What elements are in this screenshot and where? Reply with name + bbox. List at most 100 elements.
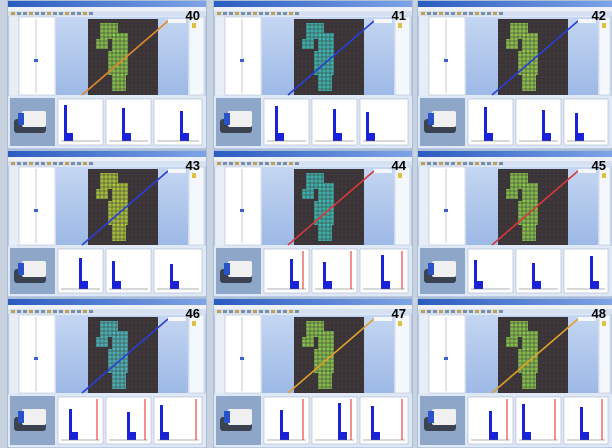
histogram-panel: [516, 99, 561, 145]
toolbar-icon: [89, 12, 93, 15]
histogram-peak: [484, 107, 487, 141]
toolbar-icon: [53, 310, 57, 313]
histogram-peak: [127, 412, 130, 440]
menu-bar: [214, 7, 412, 11]
panel-number: 41: [392, 8, 406, 23]
tree-panel: [225, 17, 261, 95]
toolbar-icon: [421, 162, 425, 165]
toolbar-icon: [89, 162, 93, 165]
title-bar: [214, 151, 412, 157]
menu-bar: [214, 157, 412, 161]
tree-node: [444, 59, 448, 62]
histogram-peak: [532, 263, 535, 289]
histogram-tail: [578, 133, 584, 141]
title-bar: [214, 299, 412, 305]
viewport-tag: [374, 169, 392, 173]
toolbar-icon: [493, 310, 497, 313]
region-grid: [522, 33, 538, 53]
toolbar-icon: [247, 310, 251, 313]
region-grid: [112, 33, 128, 53]
toolbar-icon: [35, 310, 39, 313]
region-grid: [318, 331, 334, 351]
region-grid: [318, 73, 332, 91]
screenshot-panel: 45: [418, 151, 612, 297]
histogram-peak: [280, 410, 283, 440]
render-3d-slice: [224, 113, 230, 125]
toolbar-icon: [217, 310, 221, 313]
region-grid: [318, 223, 332, 241]
toolbar-icon: [439, 310, 443, 313]
toolbar-icon: [295, 12, 299, 15]
toolbar-icon: [253, 162, 257, 165]
render-3d-slice: [428, 263, 434, 275]
screenshot-panel: 41: [214, 1, 412, 149]
toolbar-icon: [445, 12, 449, 15]
tree-node: [34, 59, 38, 62]
toolbar-icon: [41, 162, 45, 165]
toolbar-icon: [253, 12, 257, 15]
screenshot-panel: 48: [418, 299, 612, 448]
title-bar: [8, 1, 206, 7]
toolbar-icon: [229, 310, 233, 313]
toolbar-icon: [59, 12, 63, 15]
toolbar-icon: [17, 162, 21, 165]
toolbar-icon: [445, 310, 449, 313]
toolbar-icon: [271, 12, 275, 15]
toolbar-icon: [271, 162, 275, 165]
color-swatch: [398, 321, 402, 326]
toolbar-icon: [451, 162, 455, 165]
region-grid: [96, 39, 108, 49]
toolbar-icon: [451, 12, 455, 15]
left-sidebar: [420, 17, 428, 95]
toolbar-icon: [487, 162, 491, 165]
toolbar-icon: [71, 12, 75, 15]
panel-number: 48: [592, 306, 606, 321]
histogram-tail: [67, 133, 73, 141]
toolbar-icon: [421, 310, 425, 313]
toolbar-icon: [17, 310, 21, 313]
toolbar-icon: [65, 12, 69, 15]
tree-panel: [225, 315, 261, 393]
toolbar-icon: [83, 12, 87, 15]
viewport-tag: [168, 19, 186, 23]
render-3d-body: [432, 261, 456, 277]
histogram-tail: [593, 281, 599, 289]
tree-node: [34, 209, 38, 212]
render-3d-slice: [224, 411, 230, 423]
toolbar-icon: [29, 12, 33, 15]
toolbar-icon: [271, 310, 275, 313]
toolbar-icon: [451, 310, 455, 313]
tree-node: [240, 59, 244, 62]
histogram-tail: [341, 432, 347, 440]
histogram-peak: [275, 106, 278, 141]
region-grid: [96, 337, 108, 347]
screenshot-panel: 47: [214, 299, 412, 448]
histogram-panel: [154, 99, 202, 145]
histogram-tail: [293, 281, 299, 289]
toolbar-icon: [265, 162, 269, 165]
toolbar-icon: [295, 310, 299, 313]
histogram-peak: [474, 260, 477, 289]
tree-panel: [19, 167, 55, 245]
histogram-tail: [336, 133, 342, 141]
toolbar-icon: [481, 162, 485, 165]
histogram-peak: [542, 110, 545, 141]
page: 404142434445464748 (() => { const data =…: [0, 0, 612, 448]
toolbar-icon: [29, 162, 33, 165]
toolbar-icon: [475, 12, 479, 15]
histogram-peak: [180, 111, 183, 141]
histogram-tail: [487, 133, 493, 141]
toolbar-icon: [71, 310, 75, 313]
viewport-tag: [168, 169, 186, 173]
histogram-panel: [264, 99, 309, 145]
histogram-tail: [163, 432, 169, 440]
right-panel: [189, 17, 204, 95]
panel-number: 42: [592, 8, 606, 23]
toolbar-icon: [289, 162, 293, 165]
toolbar-icon: [47, 310, 51, 313]
toolbar-icon: [427, 162, 431, 165]
tree-node: [240, 209, 244, 212]
toolbar-icon: [41, 310, 45, 313]
color-swatch: [192, 321, 196, 326]
region-grid: [318, 33, 334, 53]
